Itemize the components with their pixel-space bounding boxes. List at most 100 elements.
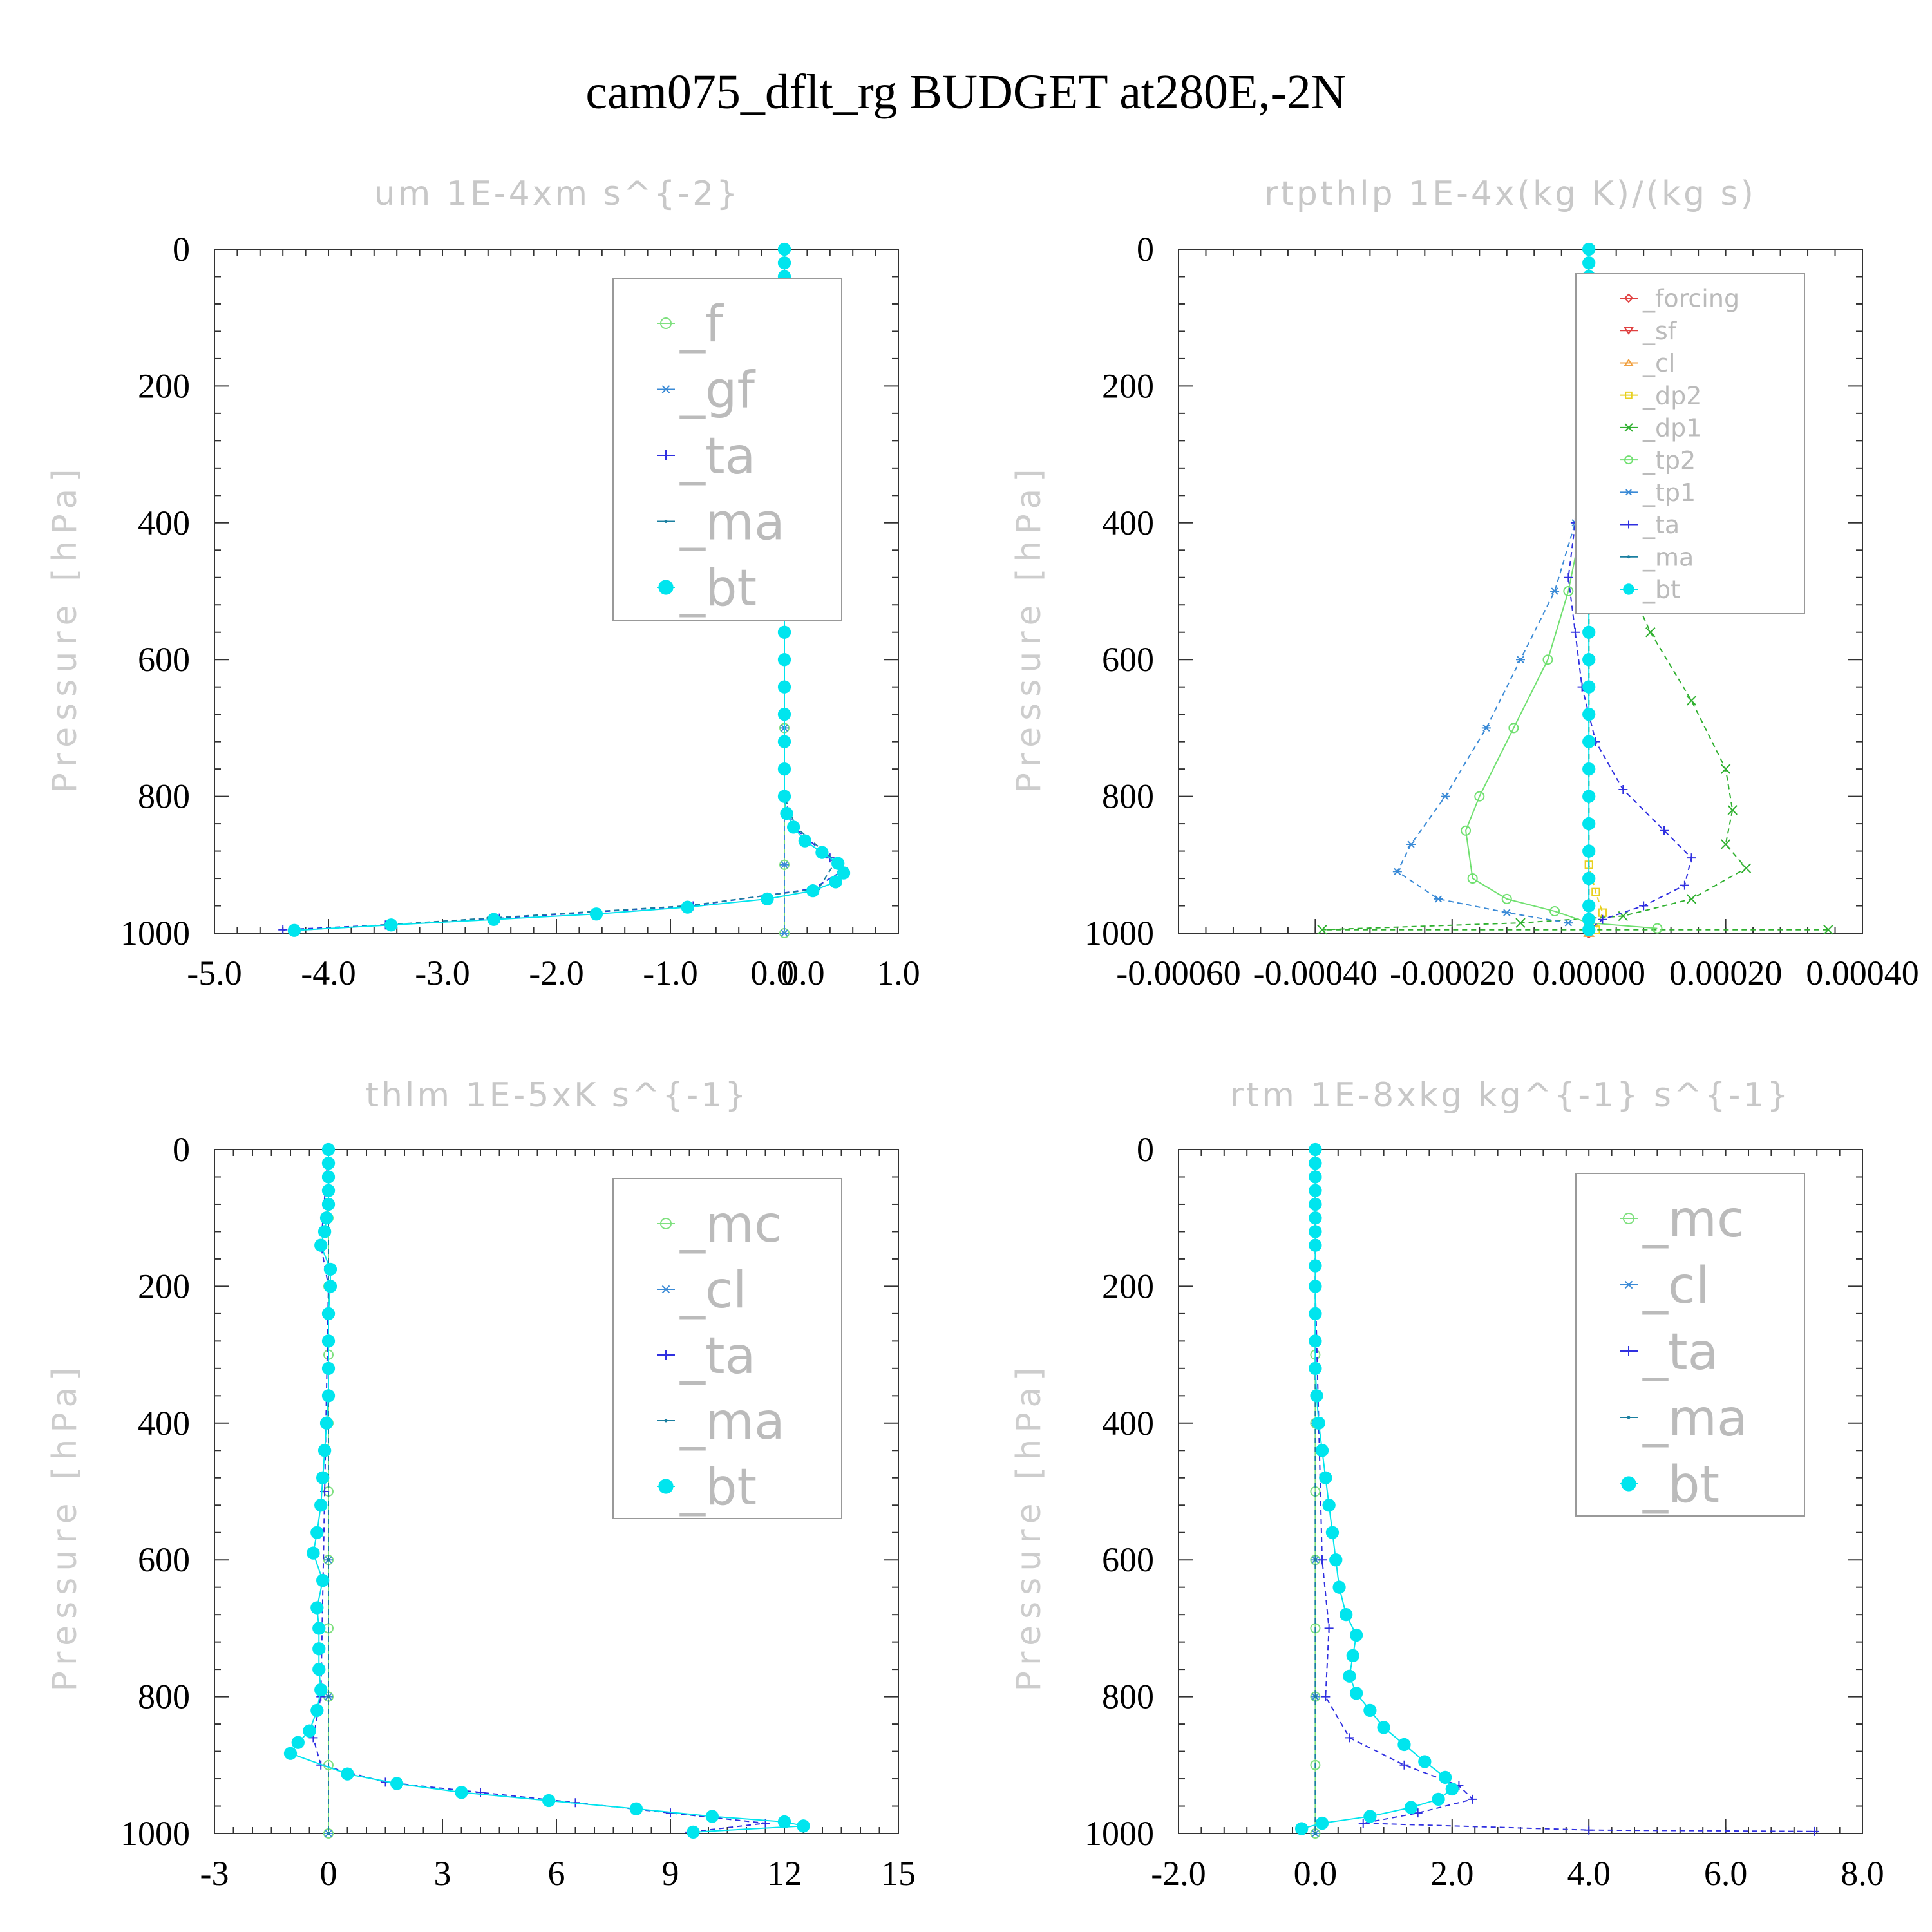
y-tick-label: 0 bbox=[173, 1130, 190, 1169]
legend-marker bbox=[1624, 293, 1634, 303]
legend-label: _ta bbox=[679, 1327, 755, 1385]
data-point bbox=[1582, 762, 1596, 776]
data-point bbox=[629, 1802, 643, 1815]
legend-label: _bt bbox=[1642, 1456, 1719, 1514]
data-point bbox=[1564, 919, 1573, 927]
y-tick-label: 800 bbox=[138, 1678, 190, 1716]
x-tick-label: -0.00020 bbox=[1390, 954, 1514, 992]
data-point bbox=[1582, 653, 1596, 667]
data-point bbox=[1322, 1499, 1336, 1512]
x-tick-label: -2.0 bbox=[1151, 1854, 1206, 1893]
data-point bbox=[1309, 1259, 1322, 1273]
data-point bbox=[1823, 924, 1833, 935]
data-point bbox=[310, 1526, 324, 1539]
legend-label: _bt bbox=[679, 1459, 757, 1517]
data-point bbox=[1515, 918, 1526, 928]
data-point bbox=[798, 834, 812, 848]
legend-label: _mc bbox=[679, 1196, 782, 1254]
y-tick-label: 600 bbox=[1102, 1540, 1154, 1579]
data-point bbox=[1310, 1623, 1321, 1634]
figure-title: cam075_dflt_rg BUDGET at280E,-2N bbox=[585, 65, 1346, 119]
y-tick-label: 1000 bbox=[1084, 914, 1154, 952]
x-tick-label: 8.0 bbox=[1841, 1854, 1884, 1893]
data-point bbox=[1343, 1669, 1356, 1683]
legend-label: _cl bbox=[679, 1262, 747, 1320]
legend-label: _tp1 bbox=[1642, 478, 1696, 507]
data-point bbox=[1309, 1170, 1322, 1184]
data-point bbox=[1399, 1760, 1409, 1770]
data-point bbox=[780, 861, 789, 869]
data-point bbox=[777, 735, 791, 748]
data-point bbox=[1345, 1733, 1354, 1743]
data-point bbox=[321, 1361, 336, 1375]
data-point bbox=[341, 1767, 354, 1781]
data-point bbox=[837, 866, 851, 880]
data-point bbox=[705, 1810, 719, 1823]
data-point bbox=[681, 900, 694, 914]
data-point bbox=[1358, 1819, 1368, 1828]
data-point bbox=[1660, 826, 1669, 835]
data-point bbox=[829, 875, 842, 889]
x-tick-label: 0.0 bbox=[781, 954, 825, 992]
data-point bbox=[1349, 1628, 1363, 1642]
data-point bbox=[1570, 627, 1580, 637]
data-point bbox=[777, 680, 791, 694]
data-point bbox=[1582, 680, 1596, 694]
data-point bbox=[316, 1573, 330, 1587]
data-point bbox=[1582, 817, 1596, 831]
y-tick-label: 600 bbox=[138, 640, 190, 679]
data-point bbox=[312, 1662, 326, 1676]
legend-marker bbox=[661, 385, 671, 393]
data-point bbox=[542, 1794, 556, 1808]
data-point bbox=[1404, 1801, 1418, 1814]
data-point bbox=[1406, 840, 1416, 848]
panel-rtpthlp: rtpthlp 1E-4x(kg K)/(kg s) Pressure [hPa… bbox=[1010, 175, 1919, 992]
data-point bbox=[1720, 764, 1731, 774]
data-point bbox=[1349, 1687, 1363, 1700]
data-point bbox=[1582, 871, 1596, 886]
legend-marker bbox=[1623, 583, 1634, 595]
data-point bbox=[323, 1280, 337, 1293]
data-point bbox=[1309, 1334, 1322, 1348]
data-point bbox=[777, 790, 791, 803]
data-point bbox=[1502, 909, 1511, 916]
data-point bbox=[1313, 1832, 1317, 1835]
data-point bbox=[1591, 887, 1600, 896]
y-tick-label: 200 bbox=[1102, 366, 1154, 405]
data-point bbox=[321, 1334, 336, 1348]
panel-rtm: rtm 1E-8xkg kg^{-1} s^{-1} Pressure [hPa… bbox=[1010, 1076, 1884, 1893]
data-point bbox=[1397, 1738, 1411, 1752]
data-point bbox=[321, 1307, 336, 1321]
data-point bbox=[307, 1546, 320, 1560]
data-point bbox=[384, 918, 398, 932]
data-point bbox=[1582, 790, 1596, 803]
data-point bbox=[797, 1819, 810, 1833]
data-point bbox=[321, 1184, 336, 1197]
data-point bbox=[1582, 242, 1596, 256]
data-point bbox=[1680, 880, 1689, 890]
legend-label: _mc bbox=[1642, 1191, 1745, 1249]
legend-marker bbox=[660, 1218, 672, 1229]
data-point bbox=[312, 1642, 326, 1656]
legend-label: _forcing bbox=[1642, 285, 1739, 313]
data-point bbox=[1321, 1692, 1331, 1701]
data-point bbox=[327, 1558, 330, 1562]
data-point bbox=[287, 923, 301, 937]
legend-marker bbox=[661, 1350, 671, 1360]
data-point bbox=[314, 1238, 328, 1252]
y-tick-label: 800 bbox=[1102, 777, 1154, 816]
legend-marker bbox=[1621, 1476, 1636, 1492]
data-point bbox=[831, 857, 845, 870]
data-point bbox=[1441, 792, 1450, 800]
y-tick-label: 200 bbox=[138, 366, 190, 405]
data-point bbox=[1686, 696, 1697, 706]
x-tick-label: 2.0 bbox=[1430, 1854, 1474, 1893]
data-point bbox=[1720, 839, 1731, 849]
data-point bbox=[1645, 627, 1656, 638]
data-point bbox=[321, 1157, 336, 1170]
data-point bbox=[1598, 914, 1607, 924]
series-line bbox=[1314, 1150, 1815, 1832]
data-point bbox=[319, 1211, 334, 1225]
legend-label: _ta bbox=[679, 428, 755, 486]
data-point bbox=[1432, 1792, 1445, 1806]
